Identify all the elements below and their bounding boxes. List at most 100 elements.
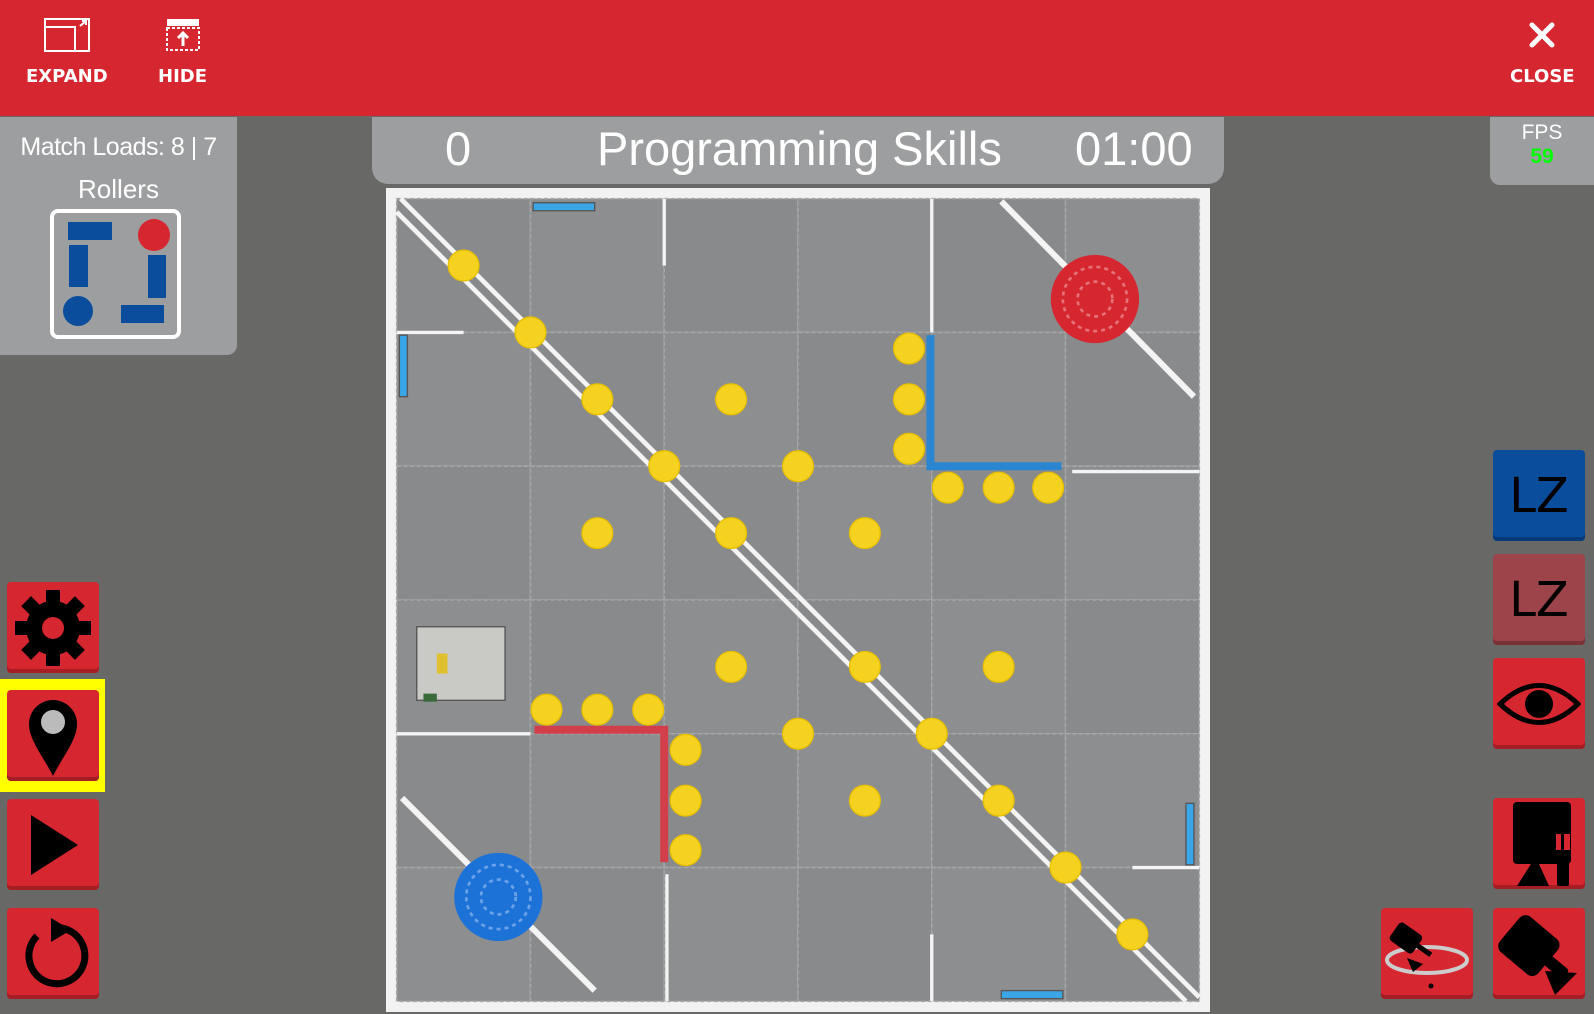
robot	[416, 626, 506, 701]
fps-label: FPS	[1521, 121, 1563, 144]
red-high-goal	[1050, 254, 1140, 344]
field-tile	[663, 866, 799, 1003]
disc	[530, 693, 563, 726]
goal-mesh	[479, 878, 518, 916]
field-tile	[1064, 732, 1201, 869]
top-bar: EXPAND HIDE CLOSE	[0, 0, 1594, 116]
disc	[848, 517, 881, 550]
field-tile	[930, 197, 1067, 334]
rollers-title: Rollers	[78, 174, 159, 204]
disc	[892, 383, 926, 416]
disc	[848, 650, 881, 683]
disc	[669, 784, 702, 817]
field-tile	[395, 465, 532, 601]
reset-button[interactable]	[7, 908, 99, 999]
disc	[1049, 851, 1082, 884]
disc	[648, 450, 681, 483]
goal-mesh	[464, 863, 532, 931]
roller	[1000, 989, 1064, 1000]
settings-button[interactable]	[7, 582, 99, 673]
gear-icon	[15, 589, 91, 666]
score-value: 0	[445, 122, 472, 175]
disc	[581, 383, 614, 416]
disc	[982, 471, 1015, 504]
disc	[669, 834, 702, 867]
disc	[669, 733, 702, 766]
disc	[781, 450, 815, 483]
game-field	[386, 188, 1210, 1012]
roller	[532, 202, 596, 212]
orbit-camera-button[interactable]	[1381, 908, 1473, 999]
roller	[398, 334, 409, 398]
expand-label: EXPAND	[26, 66, 108, 87]
goal-mesh	[1061, 265, 1129, 333]
disc	[715, 517, 748, 550]
field-tile	[529, 197, 666, 334]
camera-orbit-icon	[1385, 922, 1469, 988]
close-icon	[1529, 22, 1555, 48]
disc	[632, 693, 665, 726]
disc	[581, 693, 614, 726]
field-tile	[1064, 866, 1201, 1003]
hide-button[interactable]: HIDE	[158, 18, 207, 87]
roller	[1185, 802, 1195, 866]
hide-label: HIDE	[158, 66, 207, 87]
expand-button[interactable]: EXPAND	[26, 18, 108, 87]
blue-loading-zone-button[interactable]: LZ	[1493, 450, 1585, 541]
field-tile	[1064, 599, 1201, 735]
disc	[892, 332, 926, 365]
disc	[715, 650, 748, 683]
play-icon	[31, 814, 78, 875]
field-tile	[797, 866, 933, 1003]
follow-camera-button[interactable]	[1493, 798, 1585, 889]
field-tile	[395, 331, 532, 468]
hide-icon	[165, 19, 200, 51]
blue-low-barrier	[926, 335, 1062, 471]
disc	[982, 650, 1015, 683]
disc	[931, 471, 964, 504]
close-button[interactable]: CLOSE	[1510, 18, 1575, 87]
place-robot-button[interactable]	[7, 690, 99, 781]
blue-high-goal	[454, 852, 543, 942]
disc	[715, 383, 748, 416]
camera-free-icon	[1498, 914, 1577, 995]
disc	[1032, 471, 1065, 504]
field-tile	[797, 197, 933, 334]
field-tile	[529, 866, 666, 1003]
disc	[982, 784, 1015, 817]
disc	[447, 249, 480, 282]
field-tile	[663, 197, 799, 334]
rollers-status-diagram	[50, 209, 181, 339]
red-low-barrier	[534, 725, 669, 863]
match-info-panel: Match Loads: 8 | 7 Rollers	[0, 117, 237, 355]
disc	[892, 432, 926, 465]
field-tile	[930, 866, 1067, 1003]
play-button[interactable]	[7, 799, 99, 890]
fps-value: 59	[1530, 145, 1554, 168]
fps-counter: FPS 59	[1490, 117, 1594, 185]
disc	[514, 316, 547, 349]
reset-icon	[25, 917, 89, 987]
field-tile	[395, 732, 532, 869]
field-tile	[930, 331, 1067, 468]
disc	[1116, 918, 1149, 951]
camera-follow-icon	[1513, 801, 1571, 886]
disc	[915, 717, 948, 750]
lz-blue-label: LZ	[1509, 467, 1569, 524]
field-tile	[1064, 465, 1201, 601]
disc	[781, 717, 815, 750]
lz-red-label: LZ	[1509, 571, 1569, 628]
disc	[581, 517, 614, 550]
match-loads-text: Match Loads: 8 | 7	[20, 133, 217, 161]
close-label: CLOSE	[1510, 66, 1575, 87]
robot-part	[423, 693, 437, 702]
field-tile	[529, 732, 666, 869]
robot-part	[436, 653, 448, 674]
view-toggle-button[interactable]	[1493, 658, 1585, 749]
field-tile	[1064, 331, 1201, 468]
match-timer: 01:00	[1075, 122, 1193, 175]
eye-icon	[1497, 682, 1581, 725]
free-camera-button[interactable]	[1493, 908, 1585, 999]
scoreboard: 0 Programming Skills 01:00	[372, 117, 1224, 184]
red-loading-zone-button[interactable]: LZ	[1493, 554, 1585, 645]
